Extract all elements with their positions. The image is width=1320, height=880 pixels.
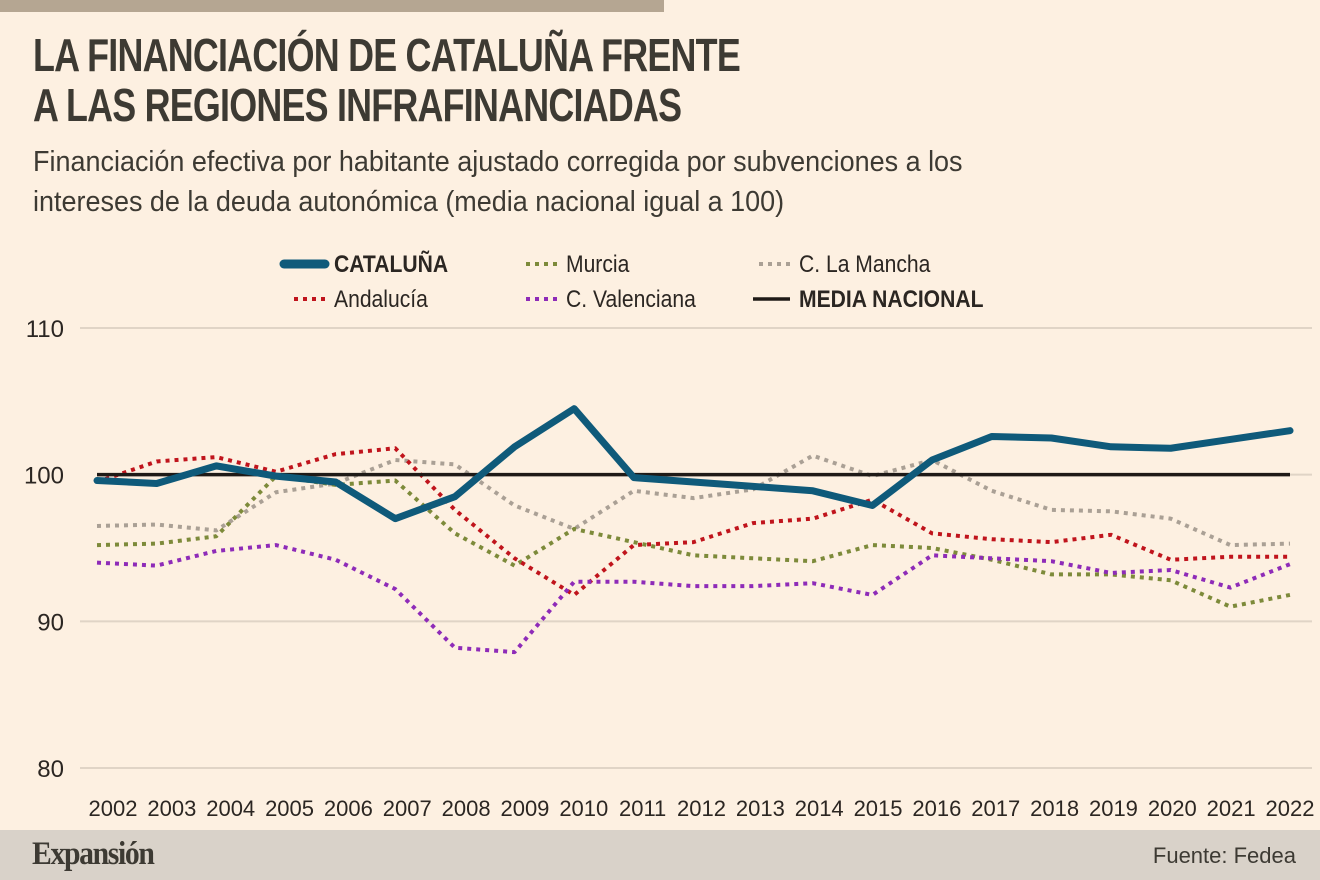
legend: CATALUÑA Murcia C. La Mancha Andalucía C. Va…: [279, 251, 984, 313]
source-note: Fuente: Fedea: [1152, 843, 1296, 868]
footer: Expansión Fuente: Fedea: [0, 830, 1320, 880]
series-line-c-valenciana: [96, 543, 1291, 655]
x-tick-label: 2007: [383, 796, 432, 821]
x-axis-ticks: 2002 2003 2004 2005 2006 2007 2008 2009 2010 2011…: [89, 796, 1315, 821]
brand-logo: Expansión: [32, 836, 155, 872]
chart-subtitle: Financiación efectiva por habitante ajus…: [33, 142, 1168, 222]
x-tick-label: 2002: [89, 796, 138, 821]
x-tick-label: 2013: [736, 796, 785, 821]
y-tick-label: 100: [24, 463, 64, 490]
legend-label: Murcia: [566, 251, 630, 278]
x-tick-label: 2005: [265, 796, 314, 821]
legend-item: Andalucía: [294, 286, 428, 313]
legend-label: C. La Mancha: [799, 251, 931, 278]
series-line-cataluña: [93, 405, 1294, 523]
legend-item: CATALUÑA: [279, 251, 448, 278]
x-tick-label: 2014: [795, 796, 844, 821]
x-tick-label: 2016: [912, 796, 961, 821]
x-tick-label: 2021: [1207, 796, 1256, 821]
title-line-2: A LAS REGIONES INFRAFINANCIADAS: [33, 79, 682, 131]
x-tick-label: 2011: [619, 796, 666, 821]
x-tick-label: 2004: [206, 796, 255, 821]
legend-item: Murcia: [526, 251, 630, 278]
series-line-andaluc-a: [96, 446, 1290, 597]
legend-item: C. La Mancha: [759, 251, 931, 278]
y-axis-ticks: 80 90 100 110: [24, 316, 64, 783]
x-tick-label: 2015: [854, 796, 903, 821]
y-tick-label: 110: [26, 316, 64, 343]
y-tick-label: 80: [37, 756, 64, 783]
legend-label: Andalucía: [334, 286, 428, 313]
legend-item: MEDIA NACIONAL: [753, 286, 984, 313]
line-chart: CATALUÑA Murcia C. La Mancha Andalucía C. Va…: [24, 251, 1315, 821]
x-tick-label: 2012: [677, 796, 726, 821]
x-tick-label: 2017: [971, 796, 1020, 821]
subtitle-line-2: intereses de la deuda autonómica (media …: [33, 186, 785, 218]
x-tick-label: 2020: [1148, 796, 1197, 821]
title-line-1: LA FINANCIACIÓN DE CATALUÑA FRENTE: [33, 29, 741, 81]
x-tick-label: 2008: [442, 796, 491, 821]
series-lines: [93, 405, 1294, 655]
x-tick-label: 2019: [1089, 796, 1138, 821]
legend-label: MEDIA NACIONAL: [799, 286, 984, 313]
x-tick-label: 2006: [324, 796, 373, 821]
grid: [80, 327, 1312, 769]
x-tick-label: 2022: [1266, 796, 1315, 821]
x-tick-label: 2018: [1030, 796, 1079, 821]
legend-item: C. Valenciana: [526, 286, 696, 313]
subtitle-line-1: Financiación efectiva por habitante ajus…: [33, 146, 963, 178]
x-tick-label: 2009: [500, 796, 549, 821]
x-tick-label: 2010: [559, 796, 608, 821]
series-line-c-la-mancha: [96, 453, 1291, 548]
chart-title: LA FINANCIACIÓN DE CATALUÑA FRENTE A LAS…: [33, 30, 1047, 130]
legend-label: C. Valenciana: [566, 286, 696, 313]
top-accent-bar: [0, 0, 664, 12]
x-tick-label: 2003: [147, 796, 196, 821]
y-tick-label: 90: [37, 609, 64, 636]
legend-label: CATALUÑA: [334, 251, 448, 278]
